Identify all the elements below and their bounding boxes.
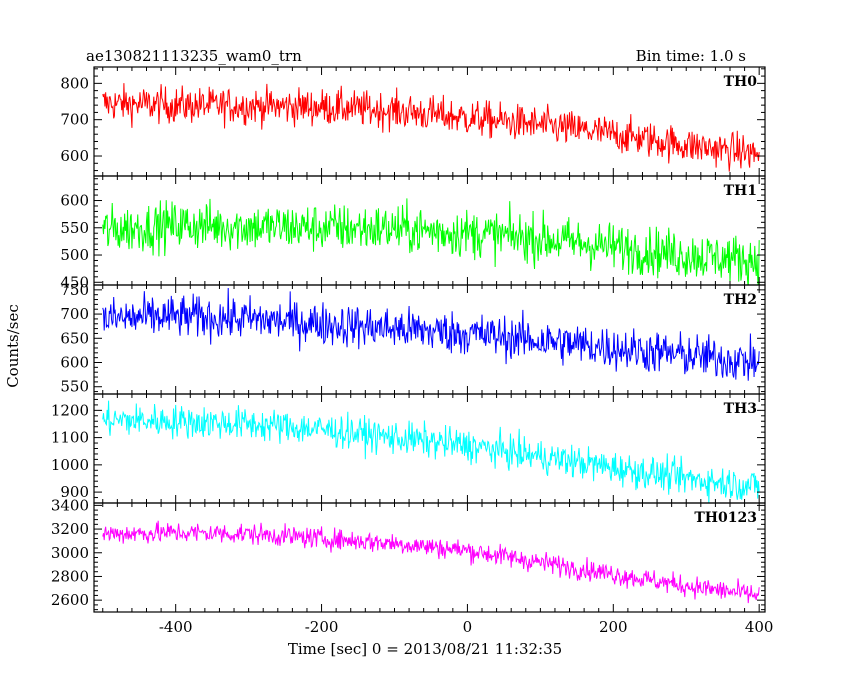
y-tick-label: 2800 bbox=[51, 567, 89, 585]
y-tick-label: 1200 bbox=[51, 401, 89, 419]
series-line-th1 bbox=[102, 198, 760, 285]
y-tick-label: 600 bbox=[60, 354, 89, 372]
y-tick-label: 600 bbox=[60, 192, 89, 210]
panel-frame bbox=[93, 502, 766, 613]
channel-label-th1: TH1 bbox=[724, 183, 757, 199]
x-tick-label: 0 bbox=[463, 618, 473, 636]
series-line-th2 bbox=[102, 288, 760, 381]
series-line-th0123 bbox=[102, 520, 760, 604]
y-tick-label: 900 bbox=[60, 483, 89, 501]
y-tick-label: 800 bbox=[60, 74, 89, 92]
x-tick-label: -200 bbox=[305, 618, 339, 636]
x-tick-label: -400 bbox=[159, 618, 193, 636]
channel-label-th3: TH3 bbox=[724, 401, 757, 417]
y-tick-label: 1000 bbox=[51, 456, 89, 474]
y-tick-label: 3000 bbox=[51, 544, 89, 562]
panel-frame bbox=[93, 284, 766, 395]
y-tick-label: 3200 bbox=[51, 520, 89, 538]
panel-th2: 550 600 650 700 750 TH2 bbox=[60, 281, 766, 396]
y-tick-label: 3400 bbox=[51, 496, 89, 514]
panel-th3: 900 1000 1100 1200 TH3 bbox=[51, 393, 766, 504]
y-tick-label: 650 bbox=[60, 329, 89, 347]
bin-time-label: Bin time: 1.0 s bbox=[636, 47, 746, 65]
x-axis: -400 -200 0 200 400 bbox=[159, 618, 774, 636]
channel-label-th0123: TH0123 bbox=[694, 510, 757, 526]
series-line-th3 bbox=[102, 400, 760, 503]
x-tick-label: 200 bbox=[599, 618, 628, 636]
panels: 600 700 800 TH0 450 500 550 600 TH1 550 600 650 700 7… bbox=[51, 66, 766, 613]
panel-th0: 600 700 800 TH0 bbox=[60, 66, 766, 177]
y-tick-label: 550 bbox=[60, 378, 89, 396]
y-tick-label: 750 bbox=[60, 281, 89, 299]
channel-label-th2: TH2 bbox=[724, 292, 757, 308]
y-axis-label: Counts/sec bbox=[4, 304, 22, 388]
panel-frame bbox=[93, 66, 766, 177]
panel-th1: 450 500 550 600 TH1 bbox=[60, 175, 766, 291]
panel-th0123: 2600 2800 3000 3200 3400 TH0123 bbox=[51, 496, 766, 613]
chart-title: ae130821113235_wam0_trn bbox=[86, 47, 302, 65]
x-tick-label: 400 bbox=[745, 618, 774, 636]
y-tick-label: 550 bbox=[60, 219, 89, 237]
series-line-th0 bbox=[102, 83, 760, 172]
y-tick-label: 700 bbox=[60, 111, 89, 129]
channel-label-th0: TH0 bbox=[724, 74, 758, 90]
y-tick-label: 1100 bbox=[51, 429, 89, 447]
y-tick-label: 600 bbox=[60, 147, 89, 165]
y-tick-label: 500 bbox=[60, 246, 89, 264]
y-tick-label: 700 bbox=[60, 305, 89, 323]
y-tick-label: 450 bbox=[60, 273, 89, 291]
y-tick-label: 2600 bbox=[51, 591, 89, 609]
x-axis-label: Time [sec] 0 = 2013/08/21 11:32:35 bbox=[288, 640, 562, 658]
